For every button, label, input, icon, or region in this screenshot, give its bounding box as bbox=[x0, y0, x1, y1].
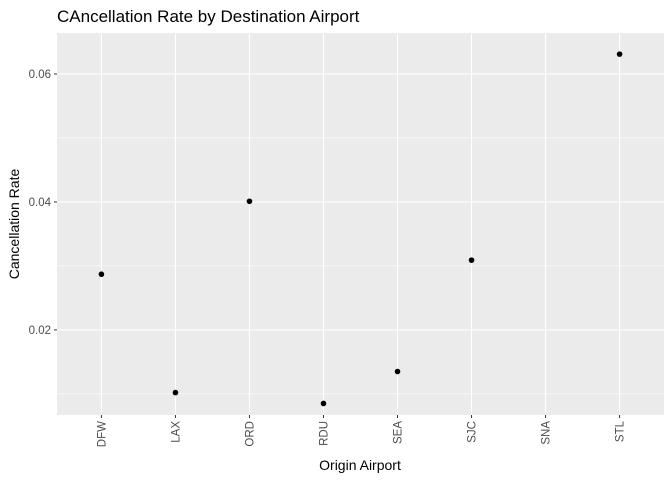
data-point bbox=[98, 271, 105, 278]
x-tick-label: LAX bbox=[170, 421, 182, 443]
x-axis: DFW LAX ORD RDU SEA SJC SNA STL bbox=[96, 415, 627, 447]
y-axis-title: Cancellation Rate bbox=[6, 169, 22, 280]
minor-gridlines bbox=[57, 137, 664, 395]
x-tick-label: RDU bbox=[318, 421, 330, 446]
major-gridlines bbox=[57, 33, 664, 415]
data-point bbox=[172, 389, 179, 396]
data-point bbox=[468, 257, 475, 263]
x-tick-label: DFW bbox=[96, 421, 108, 447]
x-tick-label: SJC bbox=[467, 421, 479, 443]
x-tick-label: SNA bbox=[541, 421, 553, 445]
x-tick-label: ORD bbox=[244, 421, 256, 447]
plot-panel bbox=[57, 33, 664, 415]
data-point bbox=[246, 198, 253, 205]
x-tick-label: SEA bbox=[393, 421, 405, 444]
x-axis-title: Origin Airport bbox=[319, 457, 401, 473]
x-tick-label: STL bbox=[615, 420, 627, 442]
y-tick-label: 0.06 bbox=[29, 69, 51, 81]
y-axis: 0.02 0.04 0.06 bbox=[29, 69, 57, 337]
data-point bbox=[616, 51, 623, 57]
data-point bbox=[394, 368, 401, 375]
data-point bbox=[320, 400, 327, 407]
y-tick-label: 0.04 bbox=[29, 197, 52, 209]
y-tick-label: 0.02 bbox=[29, 325, 51, 337]
data-points bbox=[98, 51, 623, 407]
chart-title: CAncellation Rate by Destination Airport bbox=[57, 7, 360, 26]
